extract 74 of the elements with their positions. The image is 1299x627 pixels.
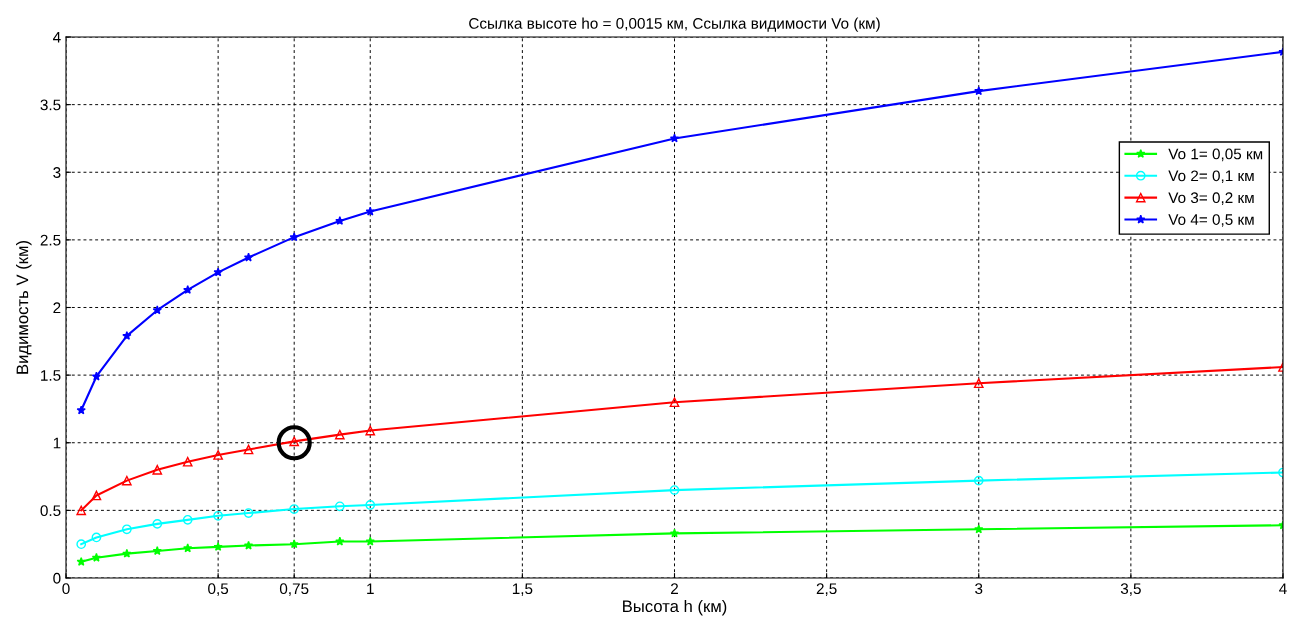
- x-tick-label: 4: [1279, 583, 1287, 594]
- legend-label: Vo 1= 0,05 км: [1168, 148, 1263, 162]
- point: [334, 501, 345, 512]
- y-tick-label: 2: [53, 302, 61, 314]
- x-tick-label: 0: [62, 583, 70, 595]
- x-tick-label: 0,75: [279, 583, 309, 596]
- legend-label: Vo 4= 0,5 км: [1168, 214, 1254, 227]
- point: [669, 485, 680, 495]
- point: [669, 133, 680, 143]
- point: [365, 206, 375, 216]
- legend-label: Vo 3= 0,2 км: [1168, 192, 1254, 205]
- point: [213, 510, 223, 521]
- point: [365, 500, 376, 510]
- point: [91, 532, 102, 543]
- point: [91, 490, 102, 501]
- point: [334, 429, 345, 440]
- point: [76, 405, 86, 415]
- x-tick-label: 2,5: [816, 583, 837, 596]
- x-tick-label: 1: [367, 583, 374, 594]
- point: [183, 543, 193, 553]
- point: [276, 425, 312, 461]
- point: [152, 519, 163, 529]
- y-tick-label: 0: [53, 572, 61, 584]
- point: [152, 546, 162, 556]
- point: [669, 528, 680, 538]
- point: [122, 548, 132, 558]
- point: [183, 285, 193, 294]
- x-tick-label: 0,5: [208, 583, 229, 596]
- point: [973, 475, 984, 486]
- point: [213, 450, 223, 460]
- point: [243, 444, 254, 455]
- point: [152, 305, 162, 315]
- point: [213, 267, 223, 277]
- point: [182, 456, 193, 467]
- point: [335, 216, 345, 226]
- y-tick-label: 3.5: [40, 99, 61, 111]
- point: [76, 539, 87, 550]
- x-axis-title: Высота h (км): [623, 599, 727, 616]
- point: [213, 542, 223, 551]
- point: [974, 86, 984, 96]
- point: [365, 536, 375, 546]
- point: [152, 464, 163, 475]
- point: [243, 508, 254, 518]
- point: [76, 505, 87, 516]
- point: [243, 252, 254, 262]
- y-tick-label: 2.5: [40, 234, 61, 246]
- x-tick-label: 1,5: [512, 583, 533, 596]
- point: [91, 552, 102, 562]
- legend-label: Vo 2= 0,1 км: [1168, 170, 1254, 184]
- point: [289, 504, 300, 514]
- x-tick-label: 2: [671, 583, 678, 594]
- y-tick-label: 4: [52, 32, 61, 43]
- x-tick-label: 3: [975, 583, 983, 595]
- point: [121, 524, 132, 535]
- point: [973, 378, 984, 389]
- point: [243, 540, 254, 550]
- y-tick-label: 1: [53, 437, 61, 449]
- point: [91, 371, 102, 381]
- y-tick-label: 1.5: [41, 370, 61, 381]
- point: [289, 539, 299, 549]
- point: [669, 397, 680, 408]
- point: [121, 475, 132, 486]
- y-tick-label: 0.5: [40, 505, 61, 517]
- chart-title: Ссылка высоте ho = 0,0015 км, Ссылка видимости Vo (км): [469, 17, 880, 32]
- point: [335, 536, 345, 546]
- point: [122, 331, 132, 340]
- point: [365, 425, 376, 436]
- point: [182, 514, 193, 525]
- y-axis-title: Видимость V (км): [16, 241, 32, 374]
- point: [974, 524, 984, 534]
- point: [289, 232, 299, 242]
- x-tick-label: 3,5: [1120, 583, 1141, 596]
- point: [76, 556, 86, 566]
- y-tick-label: 3: [53, 167, 61, 178]
